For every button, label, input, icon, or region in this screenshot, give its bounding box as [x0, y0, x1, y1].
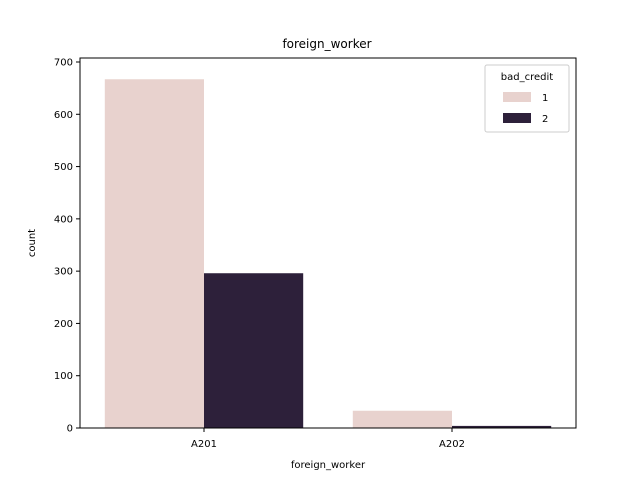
- bar-A201-series-2: [204, 273, 304, 428]
- y-tick-label: 500: [54, 162, 73, 173]
- chart-title: foreign_worker: [282, 37, 371, 51]
- legend-label: 1: [542, 93, 548, 104]
- y-tick-label: 700: [54, 58, 73, 69]
- y-axis-label: count: [27, 229, 38, 257]
- x-axis: A201 A202: [191, 428, 465, 450]
- plot-frame: [79, 57, 577, 429]
- legend: bad_credit 1 2: [484, 64, 570, 133]
- legend-swatch: [503, 92, 531, 102]
- legend-label: 2: [542, 114, 548, 125]
- y-tick-label: 400: [54, 214, 73, 225]
- y-tick-label: 600: [54, 110, 73, 121]
- legend-swatch: [503, 113, 531, 123]
- bar-A202-series-2: [452, 425, 552, 428]
- x-tick-label: A202: [439, 439, 465, 450]
- y-tick-label: 300: [54, 267, 73, 278]
- bars-group: [104, 79, 552, 429]
- x-tick-label: A201: [191, 439, 217, 450]
- y-tick-label: 200: [54, 319, 73, 330]
- y-tick-label: 0: [67, 424, 73, 435]
- bar-A201-series-1: [104, 79, 204, 429]
- legend-title: bad_credit: [501, 72, 553, 83]
- y-tick-label: 100: [54, 371, 73, 382]
- x-axis-label: foreign_worker: [291, 460, 366, 471]
- bar-A202-series-1: [352, 410, 452, 428]
- y-axis: 0 100 200 300 400 500 600 700: [54, 58, 80, 435]
